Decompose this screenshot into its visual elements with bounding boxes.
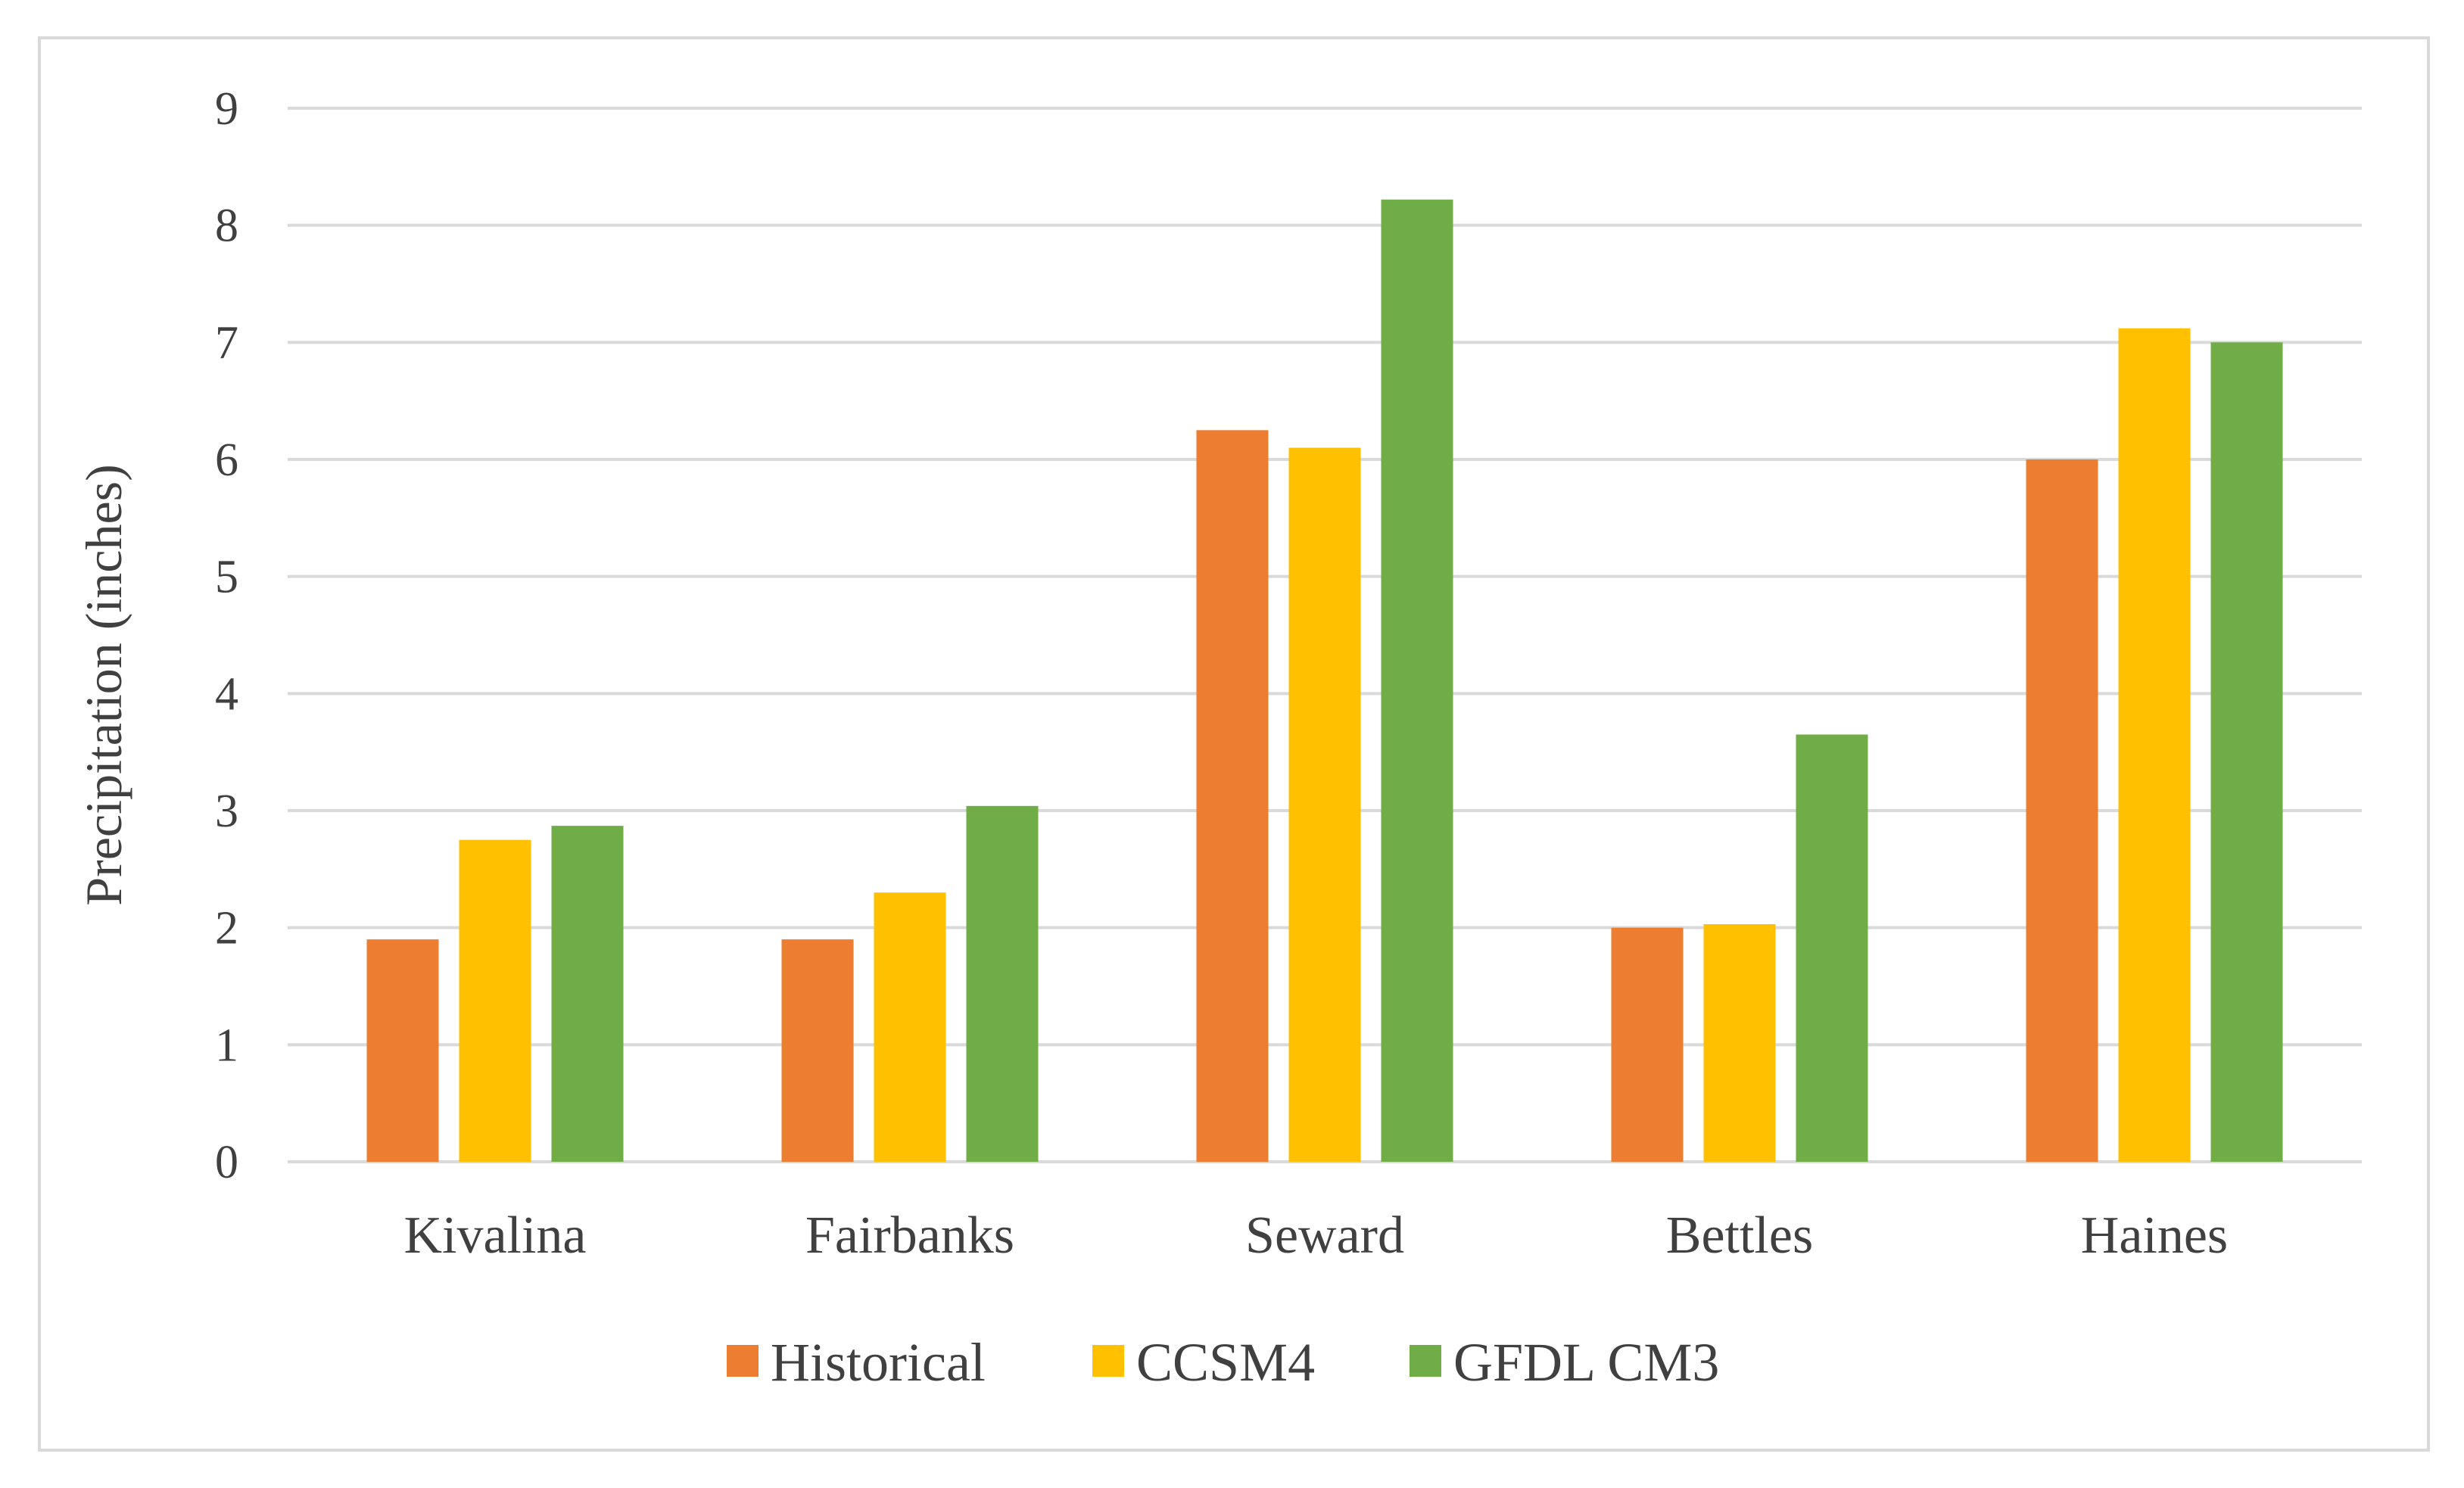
y-axis-ticks: 0 1 2 3 4 5 6 7 8 9 (215, 83, 238, 1188)
bar-haines-gfdl-cm3 (2210, 342, 2283, 1162)
bar-haines-ccsm4 (2118, 328, 2191, 1163)
bar-haines-historical (2026, 459, 2098, 1162)
bar-kivalina-historical (366, 939, 439, 1162)
y-tick-label-7: 7 (215, 317, 238, 369)
y-tick-label-5: 5 (215, 552, 238, 603)
bar-fairbanks-gfdl-cm3 (966, 805, 1039, 1162)
legend-item-gfdl-cm3[interactable]: GFDL CM3 (1410, 1332, 1719, 1393)
bar-kivalina-gfdl-cm3 (551, 826, 624, 1162)
y-tick-label-1: 1 (215, 1019, 238, 1071)
legend-label: Historical (771, 1332, 986, 1393)
y-tick-label-4: 4 (215, 668, 238, 720)
legend-swatch (727, 1345, 759, 1377)
bar-bettles-ccsm4 (1703, 924, 1776, 1162)
legend-item-ccsm4[interactable]: CCSM4 (1092, 1332, 1315, 1393)
x-category-label-fairbanks: Fairbanks (805, 1206, 1014, 1265)
x-axis-categories: Kivalina Fairbanks Seward Bettles Haines (403, 1206, 2228, 1265)
legend-swatch (1410, 1345, 1441, 1377)
bars (366, 199, 2283, 1163)
bar-seward-ccsm4 (1288, 447, 1361, 1162)
bar-kivalina-ccsm4 (459, 839, 531, 1162)
bar-seward-gfdl-cm3 (1381, 199, 1453, 1162)
y-tick-label-9: 9 (215, 83, 238, 135)
y-tick-label-3: 3 (215, 786, 238, 837)
legend-item-historical[interactable]: Historical (727, 1332, 986, 1393)
x-category-label-seward: Seward (1245, 1206, 1404, 1265)
legend-label: GFDL CM3 (1453, 1332, 1719, 1393)
bar-fairbanks-historical (781, 939, 854, 1162)
y-tick-label-0: 0 (215, 1137, 238, 1188)
legend[interactable]: Historical CCSM4 GFDL CM3 (727, 1332, 1719, 1393)
bar-fairbanks-ccsm4 (874, 892, 946, 1162)
gridlines (288, 107, 2362, 1163)
bar-bettles-historical (1611, 927, 1684, 1162)
bar-seward-historical (1196, 430, 1269, 1162)
y-tick-label-8: 8 (215, 201, 238, 252)
legend-label: CCSM4 (1136, 1332, 1315, 1393)
bar-bettles-gfdl-cm3 (1796, 734, 1868, 1162)
x-category-label-bettles: Bettles (1666, 1206, 1813, 1265)
y-tick-label-2: 2 (215, 903, 238, 954)
y-axis-title: Precipitation (inches) (75, 464, 132, 905)
x-category-label-haines: Haines (2081, 1206, 2228, 1265)
x-category-label-kivalina: Kivalina (403, 1206, 586, 1265)
y-tick-label-6: 6 (215, 434, 238, 486)
legend-swatch (1092, 1345, 1124, 1377)
